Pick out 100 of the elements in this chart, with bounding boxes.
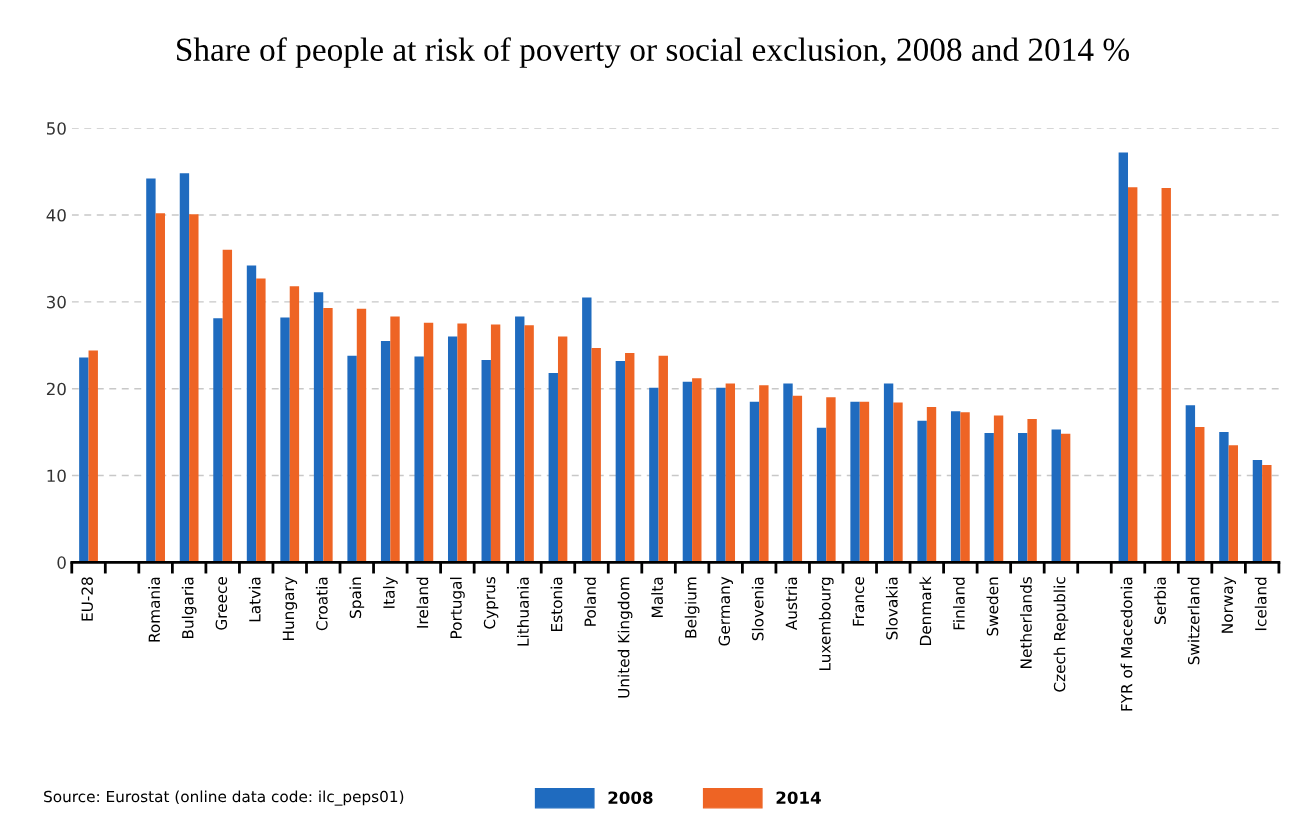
bar [883, 383, 894, 563]
bar [490, 324, 501, 563]
x-tick-label: Estonia [550, 577, 563, 631]
bar [548, 373, 558, 563]
x-tick-label: Greece [215, 577, 228, 630]
bar [457, 323, 467, 563]
bar [1027, 419, 1037, 563]
bar [960, 412, 970, 563]
x-tick-label: Romania [148, 577, 161, 642]
x-tick-label: EU-28 [81, 577, 93, 621]
bar [356, 308, 367, 563]
x-tick-label: Czech Republic [1053, 577, 1069, 692]
bar [716, 387, 726, 563]
x-tick-label: Slovenia [751, 577, 764, 641]
bar [1128, 187, 1138, 563]
x-tick-label: Hungary [282, 576, 298, 640]
x-tick-label: France [852, 577, 865, 626]
bar [893, 402, 903, 563]
x-tick-label: Finland [952, 577, 965, 630]
bar [816, 427, 827, 563]
bar [582, 297, 592, 563]
x-tick-label: Denmark [919, 576, 932, 645]
bar [859, 401, 870, 563]
bar [213, 318, 223, 563]
bar [658, 355, 668, 563]
bar [323, 307, 333, 563]
bar [917, 420, 927, 563]
bar [524, 325, 534, 563]
source-note: Source: Eurostat (online data code: ilc_peps01) [44, 790, 404, 806]
bar [993, 415, 1004, 563]
bar [280, 317, 290, 563]
bar [591, 347, 601, 563]
x-tick-label: Belgium [684, 577, 700, 638]
bar [926, 406, 937, 563]
bar [649, 387, 659, 563]
legend-label: 2014 [776, 791, 821, 805]
bar [759, 385, 769, 563]
x-tick-label: Slovakia [885, 577, 898, 640]
bar [79, 357, 89, 563]
bar [189, 214, 199, 563]
bar [984, 432, 994, 563]
bar [347, 355, 357, 563]
x-tick-label: Ireland [416, 577, 429, 628]
bar [515, 316, 525, 563]
x-tick-label: Spain [349, 577, 365, 618]
bar [222, 249, 233, 563]
x-tick-label: Norway [1221, 576, 1236, 633]
x-tick-label: Lithuania [517, 577, 529, 646]
x-tick-label: Germany [718, 576, 734, 646]
bar [179, 173, 190, 563]
bar [950, 411, 961, 563]
bar [783, 383, 793, 563]
bar [448, 336, 458, 563]
x-tick-label: Portugal [449, 577, 465, 639]
x-tick-label: Luxembourg [818, 577, 834, 670]
bar [246, 265, 257, 563]
bar [1060, 433, 1071, 563]
bar [1161, 188, 1171, 563]
y-tick-label: 0 [57, 556, 66, 569]
y-tick-label: 50 [46, 122, 66, 135]
bar [1228, 445, 1238, 563]
bar [481, 360, 491, 563]
bar [423, 322, 434, 563]
bar [256, 278, 266, 563]
bar [557, 336, 568, 563]
x-tick-label: Cyprus [483, 577, 499, 629]
x-tick-label: United Kingdom [617, 577, 633, 698]
x-tick-label: Malta [651, 577, 663, 617]
x-tick-label: Italy [382, 576, 398, 608]
bar [625, 353, 635, 563]
bar [414, 356, 424, 563]
bar [792, 395, 803, 563]
bar [155, 213, 165, 563]
bar [850, 401, 860, 563]
x-tick-label: Iceland [1254, 577, 1267, 631]
x-tick-label: Croatia [315, 577, 328, 631]
bar [749, 401, 760, 563]
y-tick-label: 30 [46, 295, 66, 309]
bar [1262, 465, 1272, 563]
bar [1195, 426, 1205, 563]
bar [1118, 152, 1129, 563]
x-tick-label: Sweden [986, 577, 999, 636]
bar [1185, 405, 1196, 563]
x-tick-label: Poland [584, 577, 596, 626]
y-tick-label: 20 [46, 382, 66, 396]
x-tick-label: Serbia [1154, 577, 1166, 624]
chart-title: Share of people at risk of poverty or social exclusion, 2008 and 2014 % [177, 37, 1130, 68]
bar [615, 360, 626, 563]
x-tick-label: Bulgaria [181, 577, 197, 639]
bar [1051, 429, 1061, 563]
y-tick-label: 10 [47, 469, 66, 483]
bar [380, 340, 391, 563]
x-tick-label: FYR of Macedonia [1120, 577, 1133, 711]
bar [1252, 459, 1263, 563]
y-tick-label: 40 [46, 208, 66, 222]
bar [88, 350, 98, 563]
bar [725, 383, 736, 563]
bar [826, 397, 836, 563]
x-tick-label: Netherlands [1020, 577, 1032, 668]
legend-label: 2008 [608, 791, 653, 805]
